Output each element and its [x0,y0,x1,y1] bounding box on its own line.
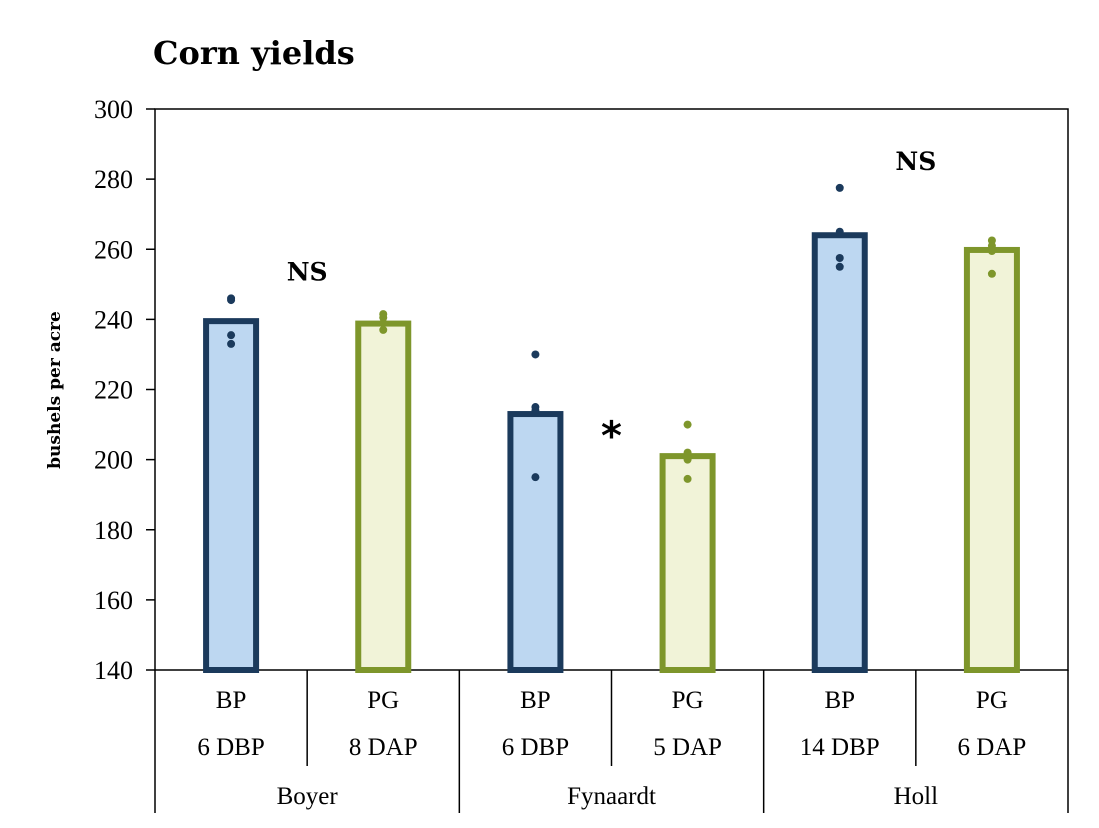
bars-layer [203,232,1020,674]
significance-label: * [601,413,622,459]
timing-label: 5 DAP [653,734,722,761]
timing-label: 6 DAP [958,734,1027,761]
data-point [835,254,844,263]
site-label: Holl [894,783,939,810]
data-point [835,262,844,271]
data-point [379,318,388,327]
treatment-label: BP [216,687,247,714]
treatment-label: PG [976,687,1008,714]
y-tick-label: 300 [94,95,133,124]
data-point [531,473,540,482]
site-label: Boyer [277,783,339,810]
bar-boyer-pg [355,320,412,673]
data-point [835,227,844,236]
treatment-label: PG [367,687,399,714]
data-points-layer [227,183,996,483]
timing-label: 8 DAP [349,734,418,761]
data-point [987,247,996,256]
bar-holl-bp [811,232,868,673]
data-point [683,455,692,464]
data-point [683,448,692,457]
plot-area-frame [154,108,1069,671]
y-axis-label: bushels per acre [45,311,65,469]
bar-fynaardt-pg [659,453,716,673]
data-point [683,420,692,429]
y-tick-label: 200 [94,446,133,475]
y-tick-label: 140 [94,656,133,685]
site-label: Fynaardt [567,783,656,810]
data-point [227,331,236,340]
x-axis-category-table: BP 6 DBP PG 8 DAP Boyer BP 6 DBP PG 5 DAP Fynaard… [154,670,1069,813]
y-tick-label: 280 [94,165,133,194]
y-axis-ticks: 140 160 180 200 220 240 260 280 300 [94,95,155,685]
significance-label: NS [895,147,936,176]
y-tick-label: 260 [94,235,133,264]
treatment-label: BP [824,687,855,714]
y-tick-label: 160 [94,586,133,615]
significance-label: NS [287,257,328,286]
timing-label: 14 DBP [800,734,880,761]
data-point [531,406,540,415]
data-point [683,474,692,483]
timing-label: 6 DBP [502,734,569,761]
data-point [531,350,540,359]
chart-title: Corn yields [153,34,355,72]
data-point [379,325,388,334]
bar-holl-pg [963,246,1020,673]
treatment-label: BP [520,687,551,714]
bar-fynaardt-bp [507,411,564,674]
data-point [987,269,996,278]
y-tick-label: 220 [94,376,133,405]
y-tick-label: 240 [94,305,133,334]
significance-annotations: NS * NS [287,147,937,460]
data-point [835,183,844,192]
treatment-label: PG [672,687,704,714]
data-point [227,296,236,305]
bar-boyer-bp [203,318,260,673]
data-point [227,339,236,348]
y-tick-label: 180 [94,516,133,545]
timing-label: 6 DBP [197,734,264,761]
